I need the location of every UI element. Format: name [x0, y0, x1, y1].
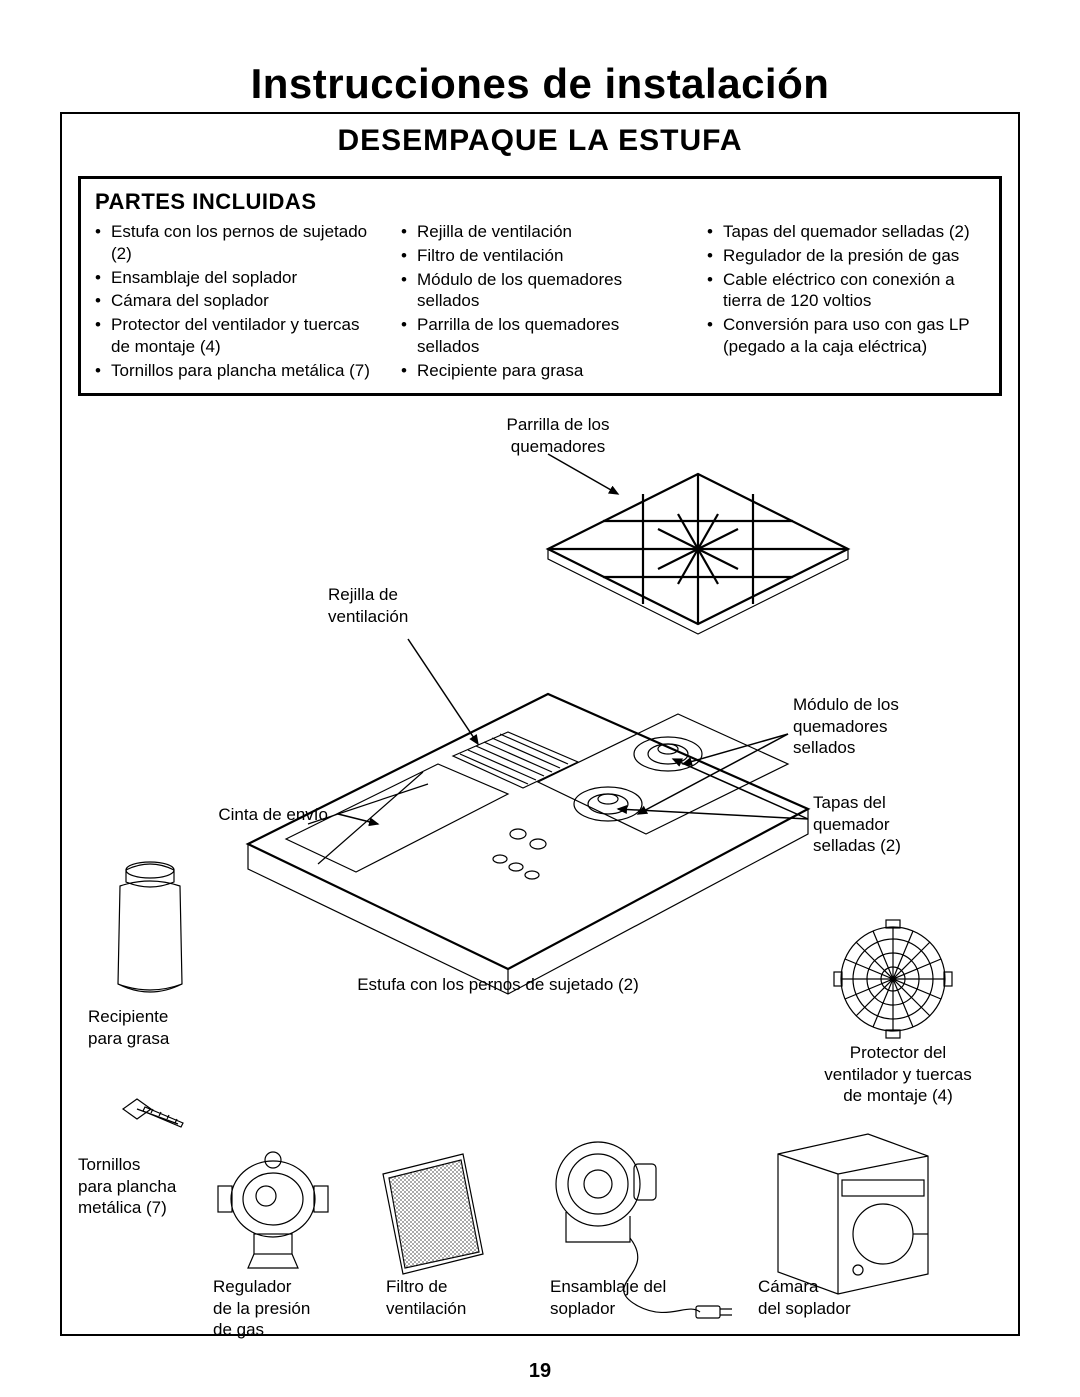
section-subtitle: DESEMPAQUE LA ESTUFA	[62, 124, 1018, 158]
parts-col-2: Rejilla de ventilaciónFiltro de ventilac…	[401, 221, 679, 381]
parts-list-item: Recipiente para grasa	[401, 360, 679, 382]
label-tapas: Tapas delquemadorselladas (2)	[813, 792, 973, 856]
label-filtro: Filtro deventilación	[386, 1276, 516, 1319]
parts-list-item: Parrilla de los quemadores sellados	[401, 314, 679, 358]
parts-list-item: Módulo de los quemadores sellados	[401, 269, 679, 313]
parts-list-item: Regulador de la presión de gas	[707, 245, 985, 267]
parts-list-item: Ensamblaje del soplador	[95, 267, 373, 289]
parts-list-item: Rejilla de ventilación	[401, 221, 679, 243]
label-camara: Cámaradel soplador	[758, 1276, 918, 1319]
parts-list-item: Filtro de ventilación	[401, 245, 679, 267]
parts-included-box: PARTES INCLUIDAS Estufa con los pernos d…	[78, 176, 1002, 396]
page-number: 19	[0, 1360, 1080, 1383]
parts-col-1: Estufa con los pernos de sujetado (2)Ens…	[95, 221, 373, 381]
parts-list-item: Protector del ventilador y tuercas de mo…	[95, 314, 373, 358]
label-modulo: Módulo de losquemadoressellados	[793, 694, 963, 758]
page-title: Instrucciones de instalación	[60, 60, 1020, 108]
parts-heading: PARTES INCLUIDAS	[95, 189, 985, 215]
parts-list-item: Tornillos para plancha metálica (7)	[95, 360, 373, 382]
exploded-diagram: Parrilla de losquemadores Rejilla devent…	[78, 414, 1002, 1334]
parts-list-item: Estufa con los pernos de sujetado (2)	[95, 221, 373, 265]
label-cinta: Cinta de envío	[188, 804, 328, 825]
label-ensamblaje: Ensamblaje delsoplador	[550, 1276, 720, 1319]
parts-list-item: Cámara del soplador	[95, 290, 373, 312]
label-estufa-pernos: Estufa con los pernos de sujetado (2)	[298, 974, 698, 995]
label-recipiente: Recipientepara grasa	[88, 1006, 228, 1049]
parts-list-item: Conversión para uso con gas LP (pegado a…	[707, 314, 985, 358]
content-frame: DESEMPAQUE LA ESTUFA PARTES INCLUIDAS Es…	[60, 112, 1020, 1336]
label-parrilla: Parrilla de losquemadores	[468, 414, 648, 457]
parts-col-3: Tapas del quemador selladas (2)Regulador…	[707, 221, 985, 358]
label-protector: Protector delventilador y tuercasde mont…	[798, 1042, 998, 1106]
label-rejilla: Rejilla deventilación	[328, 584, 468, 627]
label-regulador: Reguladorde la presiónde gas	[213, 1276, 363, 1340]
parts-list-item: Tapas del quemador selladas (2)	[707, 221, 985, 243]
label-tornillos: Tornillospara planchametálica (7)	[78, 1154, 228, 1218]
parts-list-item: Cable eléctrico con conexión a tierra de…	[707, 269, 985, 313]
